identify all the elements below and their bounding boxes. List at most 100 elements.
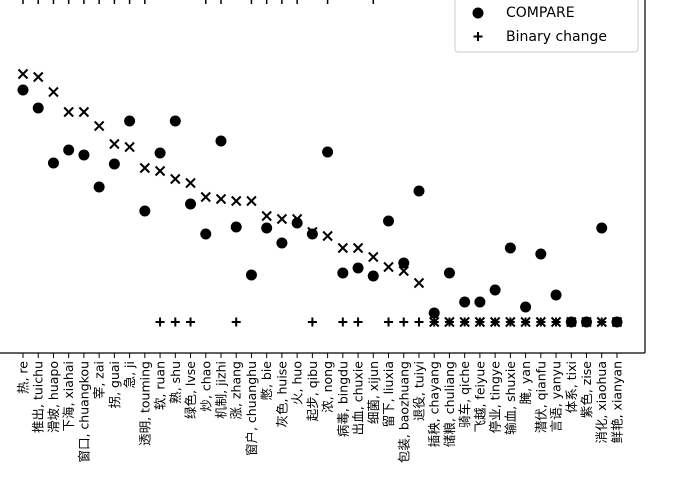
x-marker-point bbox=[322, 230, 333, 242]
binary-change-point bbox=[566, 317, 576, 327]
binary-change-point bbox=[414, 317, 424, 327]
binary-change-point bbox=[399, 317, 409, 327]
compare-point bbox=[139, 205, 151, 217]
compare-point bbox=[154, 147, 166, 159]
compare-point bbox=[322, 146, 334, 158]
x-marker-point bbox=[231, 195, 242, 207]
binary-change-point bbox=[551, 317, 561, 327]
x-marker-point bbox=[124, 141, 135, 153]
legend-dot-icon bbox=[472, 7, 484, 19]
x-marker-point bbox=[185, 177, 196, 189]
x-tick-label: 推出, tuichu bbox=[31, 361, 46, 433]
compare-point bbox=[245, 269, 257, 281]
compare-point bbox=[535, 248, 547, 260]
x-tick-label: 窗口, chuangkou bbox=[76, 361, 91, 463]
x-tick-label: 消化, xiaohua bbox=[594, 361, 609, 444]
x-marker-point bbox=[200, 191, 211, 203]
x-tick-label: 起步, qibu bbox=[305, 361, 320, 421]
compare-point bbox=[337, 267, 349, 279]
compare-point bbox=[185, 198, 197, 210]
x-tick-label: 透明, touming bbox=[137, 361, 152, 446]
x-tick-label: 留下, liuxia bbox=[381, 361, 396, 427]
x-marker-point bbox=[383, 261, 394, 273]
binary-change-point bbox=[536, 317, 546, 327]
x-tick-label: 骑车, qiche bbox=[457, 361, 472, 428]
binary-change-point bbox=[505, 317, 515, 327]
x-marker-point bbox=[48, 86, 59, 98]
binary-change-point bbox=[444, 317, 454, 327]
compare-point bbox=[596, 222, 608, 234]
x-marker-point bbox=[170, 173, 181, 185]
binary-change-point bbox=[384, 317, 394, 327]
x-tick-label: 窗户, chuanghu bbox=[244, 361, 259, 456]
compare-point bbox=[78, 149, 90, 161]
x-tick-label: 输血, shuxie bbox=[503, 361, 518, 435]
x-tick-label: 停业, tingye bbox=[488, 361, 503, 434]
compare-point bbox=[367, 270, 379, 282]
x-marker-point bbox=[337, 242, 349, 254]
compare-point bbox=[32, 102, 44, 114]
binary-change-point bbox=[231, 317, 241, 327]
compare-point bbox=[504, 242, 516, 254]
compare-point bbox=[383, 215, 395, 227]
x-marker-point bbox=[352, 242, 364, 254]
x-marker-point bbox=[93, 120, 105, 132]
compare-point bbox=[93, 181, 105, 193]
x-tick-label: 软, ruan bbox=[153, 361, 168, 410]
x-tick-label: 包装, baozhuang bbox=[396, 361, 411, 463]
x-tick-label: 绿色, lvse bbox=[183, 361, 198, 419]
compare-point bbox=[413, 185, 425, 197]
legend-plus-icon bbox=[473, 32, 483, 41]
compare-point bbox=[47, 157, 59, 169]
x-marker-point bbox=[63, 106, 74, 118]
x-marker-point bbox=[17, 68, 29, 80]
x-marker-point bbox=[139, 162, 151, 174]
compare-point bbox=[474, 296, 486, 308]
x-tick-label: 机制, jizhi bbox=[213, 361, 228, 419]
upper-panel-ticks bbox=[22, 0, 375, 4]
x-tick-label: 病毒, bingdu bbox=[335, 361, 350, 437]
x-tick-label: 憋, bie bbox=[259, 361, 274, 401]
x-tick-label: 出血, chuxie bbox=[351, 361, 366, 436]
binary-change-point bbox=[490, 317, 500, 327]
binary-change-point bbox=[582, 317, 592, 327]
legend-label-compare: COMPARE bbox=[506, 5, 575, 21]
compare-point bbox=[215, 135, 227, 147]
x-ticks: 热, re 推出, tuichu 滑坡, huapo 下海, xiahai 窗口, ch… bbox=[16, 353, 624, 463]
x-tick-label: 热, re bbox=[16, 361, 31, 394]
binary-change-point bbox=[353, 317, 363, 327]
x-tick-label: 拐, guai bbox=[107, 361, 122, 408]
x-marker-point bbox=[246, 195, 257, 207]
compare-point bbox=[428, 307, 440, 319]
compare-point bbox=[124, 115, 136, 127]
compare-point bbox=[261, 222, 273, 234]
x-tick-label: 鲜艳, xianyan bbox=[609, 361, 624, 443]
compare-point bbox=[230, 221, 242, 233]
x-marker-point bbox=[368, 251, 379, 263]
legend: COMPARE Binary change bbox=[454, 0, 639, 53]
x-tick-label: 紫色, zise bbox=[579, 361, 594, 418]
x-marker-point bbox=[307, 226, 318, 238]
x-marker-point bbox=[291, 213, 303, 225]
x-tick-label: 宰, zai bbox=[92, 361, 107, 399]
binary-change-point bbox=[475, 317, 485, 327]
x-marker-point bbox=[109, 138, 120, 150]
compare-point bbox=[398, 257, 410, 269]
x-marker-point bbox=[276, 213, 288, 225]
compare-point bbox=[306, 228, 318, 240]
compare-point bbox=[459, 296, 471, 308]
x-marker-point bbox=[215, 193, 227, 205]
x-tick-label: 滑坡, huapo bbox=[46, 361, 61, 433]
binary-change-point bbox=[170, 317, 180, 327]
compare-point bbox=[200, 228, 212, 240]
x-tick-label: 火, huo bbox=[290, 361, 305, 405]
compare-point bbox=[352, 262, 364, 274]
compare-point bbox=[63, 144, 75, 156]
x-tick-label: 言语, yanyu bbox=[549, 361, 564, 432]
compare-point bbox=[108, 158, 120, 170]
compare-point bbox=[276, 237, 288, 249]
x-tick-label: 插秧, chayang bbox=[427, 361, 442, 447]
x-tick-label: 潜伏, qianfu bbox=[533, 361, 548, 433]
x-tick-label: 退役, tuiyi bbox=[411, 361, 426, 421]
